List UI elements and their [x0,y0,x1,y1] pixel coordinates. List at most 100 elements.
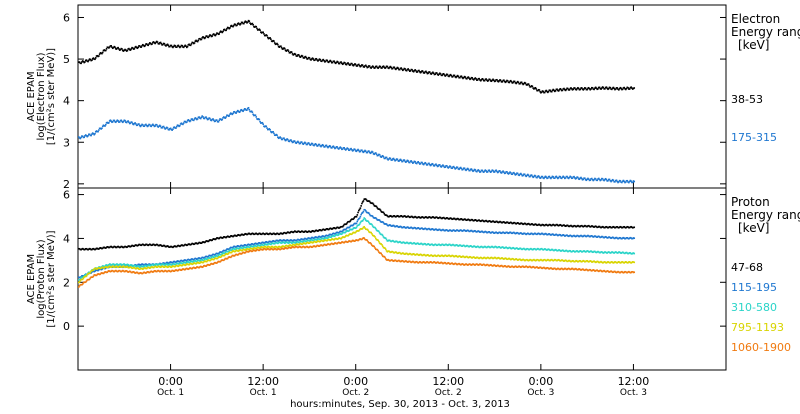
data-point-electron-38-53 [525,82,527,84]
data-point-electron-175-315 [87,135,89,137]
data-point-electron-38-53 [284,48,286,50]
data-point-proton-310-580 [633,253,635,255]
data-point-electron-38-53 [211,35,213,37]
data-point-electron-175-315 [269,129,271,131]
data-point-proton-310-580 [363,219,365,221]
data-point-electron-175-315 [225,116,227,118]
data-point-electron-175-315 [421,162,423,164]
data-point-proton-47-68 [357,212,359,214]
data-point-proton-47-68 [633,226,635,228]
data-point-electron-38-53 [528,83,530,85]
data-point-electron-38-53 [144,45,146,47]
data-point-electron-175-315 [101,127,103,129]
data-point-electron-175-315 [432,163,434,165]
data-point-electron-175-315 [98,129,100,131]
data-point-electron-175-315 [94,133,96,135]
data-point-electron-175-315 [510,172,512,174]
data-point-electron-175-315 [228,115,230,117]
data-point-electron-175-315 [450,166,452,168]
data-point-electron-38-53 [404,68,406,70]
data-point-electron-38-53 [387,66,389,68]
data-point-electron-175-315 [287,139,289,141]
data-point-electron-175-315 [273,133,275,135]
data-point-electron-38-53 [259,29,261,31]
data-point-electron-175-315 [266,127,268,129]
data-point-electron-38-53 [151,43,153,45]
data-point-electron-38-53 [291,51,293,53]
data-point-electron-38-53 [555,90,557,92]
legend-entry: 38-53 [731,93,763,106]
data-point-electron-38-53 [229,27,231,29]
data-point-electron-38-53 [191,43,193,45]
data-point-electron-38-53 [137,47,139,49]
data-point-electron-38-53 [277,44,279,46]
data-point-electron-175-315 [232,113,234,115]
data-point-electron-175-315 [376,153,378,155]
data-point-electron-175-315 [272,131,274,133]
data-point-proton-47-68 [363,200,365,202]
data-point-electron-175-315 [186,121,188,123]
data-point-proton-795-1193 [381,244,383,246]
data-point-electron-38-53 [344,62,346,64]
y-axis-label: [1/(cm²s ster MeV)] [46,230,57,327]
y-tick-label: 3 [63,136,70,149]
data-point-electron-38-53 [110,45,112,47]
legend-title: Energy range [731,25,800,39]
data-point-electron-38-53 [194,42,196,44]
data-point-proton-115-195 [356,221,358,223]
data-point-electron-38-53 [440,73,442,75]
data-point-electron-175-315 [365,150,367,152]
data-point-electron-38-53 [252,24,254,26]
data-point-electron-175-315 [280,137,282,139]
data-point-electron-175-315 [259,121,261,123]
data-point-proton-115-195 [359,217,361,219]
data-point-electron-38-53 [248,20,250,22]
data-point-proton-310-580 [371,224,373,226]
data-point-proton-47-68 [361,203,363,205]
data-point-electron-175-315 [172,128,174,130]
data-point-electron-175-315 [90,135,92,137]
data-point-proton-795-1193 [374,236,376,238]
data-point-electron-175-315 [354,149,356,151]
data-point-electron-38-53 [337,61,339,63]
data-point-electron-175-315 [239,111,241,113]
data-point-electron-38-53 [240,23,242,25]
data-point-electron-175-315 [135,123,137,125]
data-point-proton-795-1193 [385,249,387,251]
data-point-electron-175-315 [633,181,635,183]
y-tick-label: 2 [63,276,70,289]
data-point-electron-38-53 [205,37,207,39]
data-point-electron-175-315 [216,119,218,121]
data-point-proton-115-195 [363,211,365,213]
data-point-electron-175-315 [524,173,526,175]
data-point-electron-38-53 [281,47,283,49]
data-point-electron-175-315 [255,114,257,116]
data-point-proton-47-68 [360,205,362,207]
data-point-electron-175-315 [218,121,220,123]
data-point-electron-175-315 [248,107,250,109]
data-point-electron-38-53 [269,37,271,39]
data-point-electron-175-315 [209,118,211,120]
data-point-electron-38-53 [397,67,399,69]
data-point-electron-175-315 [464,167,466,169]
data-point-electron-38-53 [164,43,166,45]
data-point-electron-175-315 [190,120,192,122]
data-point-electron-175-315 [276,134,278,136]
data-point-electron-175-315 [468,168,470,170]
data-point-electron-175-315 [535,175,537,177]
data-point-electron-38-53 [105,50,107,52]
data-point-electron-38-53 [280,45,282,47]
data-point-proton-310-580 [356,227,358,229]
data-point-electron-175-315 [246,109,248,111]
data-point-electron-175-315 [517,173,519,175]
data-point-electron-38-53 [422,71,424,73]
data-point-electron-175-315 [336,146,338,148]
data-point-electron-175-315 [252,111,254,113]
data-point-electron-38-53 [562,90,564,92]
data-point-electron-38-53 [535,88,537,90]
data-point-electron-175-315 [457,167,459,169]
data-point-proton-310-580 [375,228,377,230]
data-point-electron-175-315 [347,148,349,150]
